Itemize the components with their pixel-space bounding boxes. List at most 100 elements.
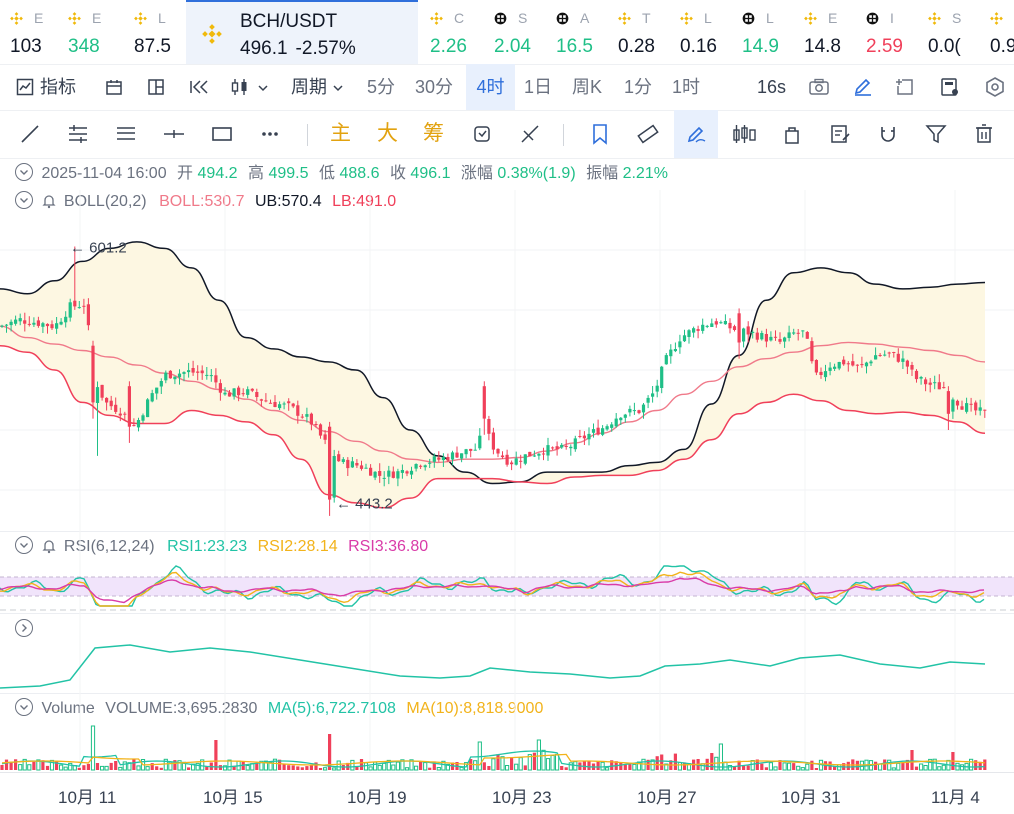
rsi-name: RSI(6,12,24) (63, 538, 155, 555)
refresh-interval[interactable]: 16s (757, 77, 787, 97)
interval-30m[interactable]: 30分 (415, 77, 454, 97)
lock-tool[interactable] (770, 110, 814, 158)
candle-body (523, 454, 527, 464)
candle-body (855, 364, 859, 366)
indicators-button[interactable]: 指标 (16, 64, 76, 110)
ticker-strip: E 103 E 348 L 87.5 BCH/USDT 496.1 -2.57% C 2.26 S 2.… (0, 0, 1014, 65)
candle-body (687, 330, 691, 337)
volume-bar (159, 767, 163, 770)
collapse-chevron-icon[interactable] (15, 163, 33, 181)
period-dropdown[interactable]: 周期 (291, 64, 344, 110)
binance-icon (680, 12, 693, 25)
big-order-tool[interactable]: 大 (377, 122, 398, 145)
volume-bar (278, 759, 282, 770)
sync-tool[interactable] (460, 110, 504, 158)
ticker-item[interactable]: S 2.04 (484, 0, 542, 64)
expand-chevron-icon[interactable] (15, 619, 33, 637)
line-tool-icon (21, 125, 39, 143)
volume-bar (600, 761, 605, 771)
add-chart-button[interactable] (894, 64, 916, 110)
settings-button[interactable] (984, 64, 1006, 110)
volume-bar (155, 766, 159, 770)
calculator-button[interactable] (939, 64, 961, 110)
ticker-item[interactable]: C 2.26 (420, 0, 478, 64)
candle-body (651, 393, 655, 397)
trend-line-tool[interactable] (8, 110, 52, 158)
collapse-chevron-icon[interactable] (15, 536, 33, 554)
replay-button[interactable] (188, 64, 210, 110)
candle-body (951, 399, 955, 412)
candle-body (296, 405, 300, 416)
ticker-price: 87.5 (134, 36, 171, 57)
brush-tool[interactable] (674, 110, 718, 158)
interval-5m[interactable]: 5分 (367, 77, 396, 97)
candle-body (983, 409, 987, 411)
volume-ma5-value: MA(5):6,722.7108 (267, 700, 396, 717)
horizontal-line-tool[interactable] (152, 110, 196, 158)
candle-body (23, 320, 27, 324)
ticker-item[interactable]: C0.9 (980, 0, 1014, 64)
note-tool[interactable] (818, 110, 862, 158)
delete-tool[interactable] (962, 110, 1006, 158)
bell-icon[interactable] (41, 193, 57, 209)
ticker-item[interactable]: A 16.5 (546, 0, 604, 64)
candle-body (369, 467, 373, 476)
draw-pen-button[interactable] (852, 64, 874, 110)
candle-body (419, 465, 423, 467)
candle-body (669, 349, 673, 357)
chart-type-dropdown[interactable] (230, 64, 269, 110)
ruler-tool[interactable] (626, 110, 670, 158)
main-force-tool[interactable]: 主 (330, 122, 351, 145)
chip-distribution-tool[interactable]: 筹 (423, 122, 444, 145)
screenshot-button[interactable] (808, 64, 830, 110)
more-tools[interactable] (248, 110, 292, 158)
filter-tool[interactable] (914, 110, 958, 158)
candle-body (86, 304, 90, 326)
magnet-tool[interactable] (866, 110, 910, 158)
interval-4h[interactable]: 4时 (466, 64, 515, 110)
ticker-item[interactable]: L 14.9 (732, 0, 790, 64)
fib-tool[interactable] (104, 110, 148, 158)
ticker-item[interactable]: E 348 (58, 0, 116, 64)
panel-divider (0, 693, 1014, 694)
interval-1h[interactable]: 1时 (672, 77, 701, 97)
volume-bar (263, 760, 268, 771)
interval-1d[interactable]: 1日 (524, 77, 553, 97)
indicator-tool[interactable] (722, 110, 766, 158)
volume-value: VOLUME:3,695.2830 (105, 700, 258, 717)
calendar-button[interactable] (104, 64, 124, 110)
interval-1w[interactable]: 周K (572, 77, 603, 97)
ticker-item[interactable]: T 0.28 (608, 0, 666, 64)
bell-icon[interactable] (41, 538, 57, 554)
candle-body (27, 323, 31, 325)
ticker-item[interactable]: E 14.8 (794, 0, 852, 64)
ticker-item[interactable]: L 0.16 (670, 0, 728, 64)
candle-body (819, 371, 823, 375)
ticker-item[interactable]: E 103 (0, 0, 58, 64)
candle-body (737, 313, 741, 343)
candle-body (45, 323, 50, 327)
ticker-item-active[interactable]: BCH/USDT 496.1 -2.57% (186, 0, 418, 64)
binance-icon (928, 12, 941, 25)
time-axis: 10月 11 10月 15 10月 19 10月 23 10月 27 10月 31 11月 … (0, 772, 1014, 814)
parallel-line-tool[interactable] (56, 110, 100, 158)
candle-body (924, 379, 928, 385)
collapse-chevron-icon[interactable] (15, 698, 33, 716)
ticker-item[interactable]: I 2.59 (856, 0, 914, 64)
interval-1min[interactable]: 1分 (624, 77, 653, 97)
measure-tool[interactable] (508, 110, 552, 158)
volume-bar (200, 759, 205, 771)
candle-body (0, 325, 4, 327)
layout-button[interactable] (146, 64, 166, 110)
candle-body (660, 366, 664, 388)
ticker-item[interactable]: L 87.5 (124, 0, 182, 64)
rectangle-tool[interactable] (200, 110, 244, 158)
volume-bar (359, 759, 364, 770)
bookmark-tool[interactable] (578, 110, 622, 158)
candle-body (701, 324, 705, 331)
candle-body (860, 364, 864, 366)
ticker-item[interactable]: S 0.0( (918, 0, 976, 64)
candle-body (328, 426, 332, 500)
collapse-chevron-icon[interactable] (15, 191, 33, 209)
